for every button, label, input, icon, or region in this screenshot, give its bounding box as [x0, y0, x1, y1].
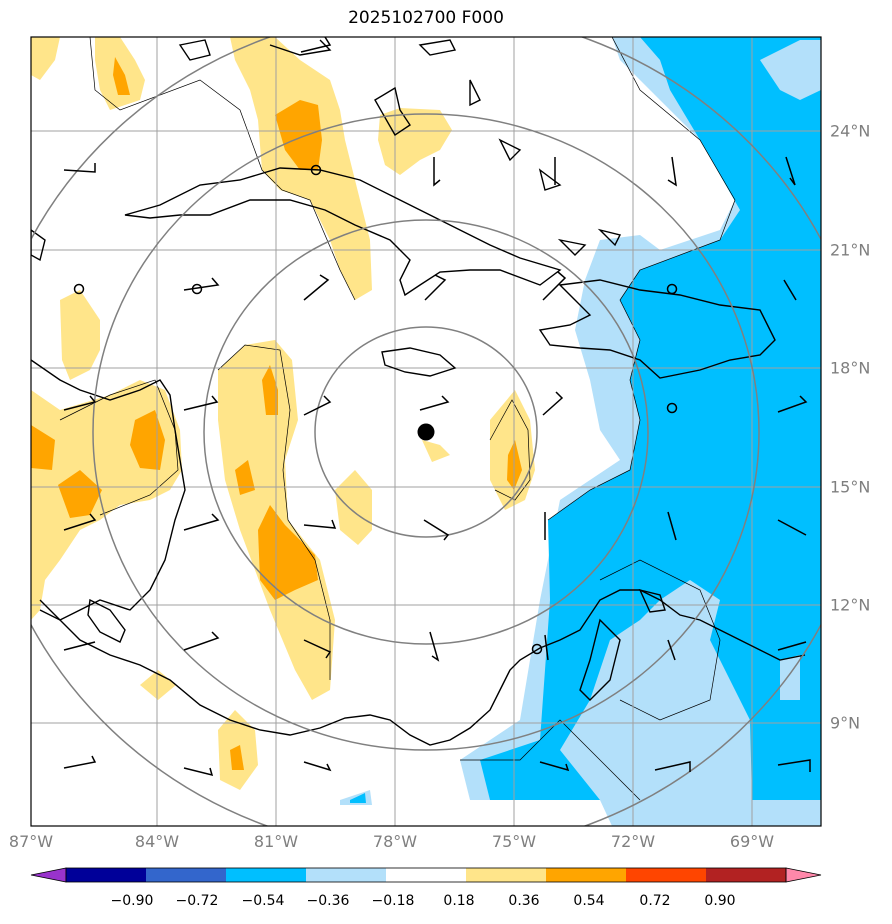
colorbar-tick-label: 0.54	[573, 893, 605, 909]
lon-tick-label: 69°W	[729, 832, 775, 851]
colorbar-segment	[546, 868, 627, 882]
colorbar-tick-label: −0.72	[175, 893, 219, 909]
storm-center-marker	[417, 423, 435, 441]
lat-tick-label: 12°N	[830, 595, 871, 615]
colorbar-tick-label: −0.90	[110, 893, 154, 909]
colorbar-segment	[466, 868, 547, 882]
range-rings	[31, 37, 821, 826]
colorbar-outline	[65, 867, 787, 883]
colorbar-segment	[706, 868, 787, 882]
colorbar-segment	[226, 868, 307, 882]
lon-tick-label: 72°W	[610, 832, 656, 851]
lat-tick-label: 15°N	[830, 477, 871, 497]
colorbar-tick-label: −0.54	[241, 893, 285, 909]
lat-tick-label: 21°N	[830, 240, 871, 260]
map-title: 2025102700 F000	[348, 8, 504, 28]
lon-tick-label: 84°W	[134, 832, 180, 851]
graticule	[31, 37, 821, 826]
coastlines	[31, 39, 806, 746]
lon-tick-label: 78°W	[372, 832, 418, 851]
colorbar-segment	[66, 868, 147, 882]
colorbar-segment	[146, 868, 227, 882]
map-frame	[30, 36, 822, 827]
colorbar-tick-label: 0.18	[443, 893, 475, 909]
colorbar-under-extension	[30, 867, 67, 883]
colorbar-tick-label: 0.90	[704, 893, 736, 909]
colorbar	[30, 867, 822, 883]
colorbar-segment	[386, 868, 467, 882]
colorbar-over-extension	[785, 867, 822, 883]
lon-tick-label: 87°W	[8, 832, 54, 851]
colorbar-tick-label: 0.72	[639, 893, 671, 909]
lon-tick-label: 81°W	[253, 832, 299, 851]
colorbar-tick-label: −0.36	[306, 893, 350, 909]
lat-tick-label: 24°N	[830, 121, 871, 141]
lon-tick-label: 75°W	[491, 832, 537, 851]
negative-anomaly-shading	[340, 37, 821, 826]
calm-wind-markers	[73, 164, 678, 655]
colorbar-tick-label: −0.18	[371, 893, 415, 909]
colorbar-tick-label: 0.36	[508, 893, 540, 909]
lat-tick-label: 18°N	[830, 358, 871, 378]
lat-tick-label: 9°N	[830, 713, 861, 733]
colorbar-segment	[626, 868, 707, 882]
colorbar-segment	[306, 868, 387, 882]
wind-barbs	[63, 37, 811, 777]
